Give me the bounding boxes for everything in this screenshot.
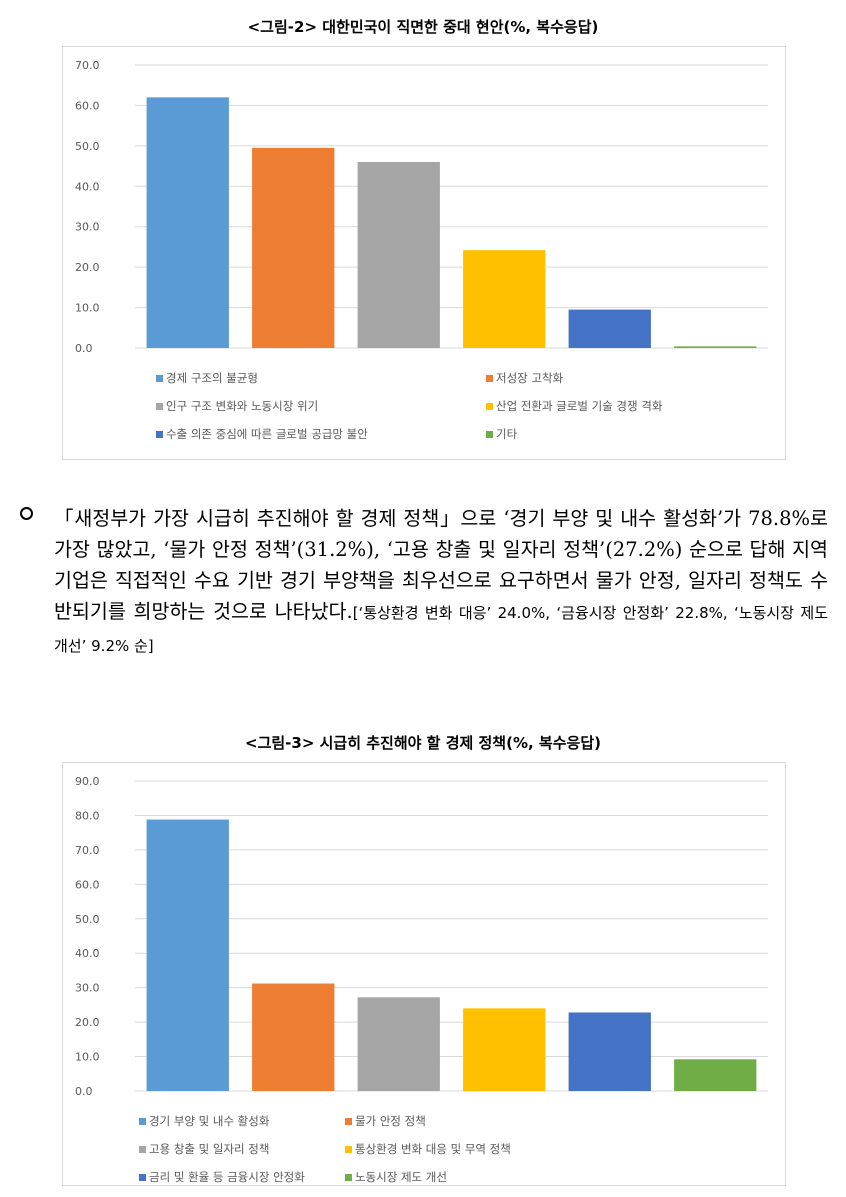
chart1-legend-swatch bbox=[486, 375, 493, 382]
chart1-ytick-label: 60.0 bbox=[75, 99, 100, 112]
chart2-ytick-label: 20.0 bbox=[75, 1016, 100, 1029]
figure3-title: <그림-3> 시급히 추진해야 할 경제 정책(%, 복수응답) bbox=[245, 734, 601, 752]
chart2-legend-swatch bbox=[139, 1118, 146, 1125]
figure3-chart-svg: 0.0 10.0 20.0 30.0 40.0 50.0 60.0 70.0 80.0 90.0 경… bbox=[75, 775, 768, 1184]
chart2-ytick-label: 30.0 bbox=[75, 982, 100, 995]
paragraph-text-block: 「새정부가 가장 시급히 추진해야 할 경제 정책」으로 ‘경기 부양 및 내수… bbox=[54, 503, 828, 662]
chart1-legend-label: 수출 의존 중심에 따른 글로벌 공급망 불안 bbox=[166, 427, 368, 441]
chart2-ytick-label: 40.0 bbox=[75, 947, 100, 960]
chart1-ytick-label: 10.0 bbox=[75, 302, 100, 315]
figure2-title: <그림-2> 대한민국이 직면한 중대 현안(%, 복수응답) bbox=[247, 18, 599, 36]
chart1-legend-swatch bbox=[156, 431, 163, 438]
chart2-ytick-label: 0.0 bbox=[75, 1085, 93, 1098]
chart2-ytick-label: 70.0 bbox=[75, 844, 100, 857]
chart1-legend-label: 기타 bbox=[496, 427, 518, 441]
chart1-bar bbox=[252, 147, 335, 348]
chart2-ytick-label: 90.0 bbox=[75, 775, 100, 788]
chart2-legend-label: 노동시장 제도 개선 bbox=[355, 1170, 447, 1184]
paragraph-note: [‘통상환경 변화 대응’ 24.0%, ‘금융시장 안정화’ 22.8%, ‘… bbox=[54, 604, 828, 655]
figure3-chart: 0.0 10.0 20.0 30.0 40.0 50.0 60.0 70.0 80.0 90.0 경… bbox=[62, 762, 786, 1186]
figure2-chart: 0.0 10.0 20.0 30.0 40.0 50.0 60.0 70.0 경제 구조의 불균… bbox=[62, 46, 786, 460]
paragraph-main-text: 「새정부가 가장 시급히 추진해야 할 경제 정책」으로 ‘경기 부양 및 내수… bbox=[54, 507, 828, 623]
chart1-bar bbox=[568, 309, 651, 348]
chart2-legend-label: 경기 부양 및 내수 활성화 bbox=[149, 1114, 270, 1128]
bullet-circle-icon bbox=[20, 507, 33, 520]
chart2-bar bbox=[463, 1008, 546, 1091]
chart2-legend-label: 물가 안정 정책 bbox=[355, 1114, 426, 1128]
chart1-ytick-label: 0.0 bbox=[75, 342, 93, 355]
chart2-legend-label: 통상환경 변화 대응 및 무역 정책 bbox=[355, 1142, 511, 1156]
chart2-legend-swatch bbox=[139, 1174, 146, 1181]
chart1-legend-swatch bbox=[156, 403, 163, 410]
chart2-bar bbox=[357, 997, 440, 1091]
chart1-ytick-label: 20.0 bbox=[75, 261, 100, 274]
chart1-legend-label: 경제 구조의 불균형 bbox=[166, 371, 258, 385]
body-paragraph: 「새정부가 가장 시급히 추진해야 할 경제 정책」으로 ‘경기 부양 및 내수… bbox=[20, 503, 828, 662]
chart1-bar bbox=[146, 97, 229, 348]
chart2-ytick-label: 60.0 bbox=[75, 878, 100, 891]
chart2-ytick-label: 80.0 bbox=[75, 809, 100, 822]
chart2-ytick-label: 50.0 bbox=[75, 913, 100, 926]
chart2-bar bbox=[568, 1012, 651, 1091]
chart2-legend-swatch bbox=[345, 1118, 352, 1125]
chart1-legend-label: 인구 구조 변화와 노동시장 위기 bbox=[166, 399, 318, 413]
chart1-bar bbox=[463, 250, 546, 348]
chart1-legend-swatch bbox=[156, 375, 163, 382]
chart1-bar bbox=[674, 346, 757, 348]
chart1-ytick-label: 70.0 bbox=[75, 59, 100, 72]
chart2-legend-swatch bbox=[345, 1174, 352, 1181]
chart1-ytick-label: 50.0 bbox=[75, 140, 100, 153]
chart2-legend-swatch bbox=[139, 1146, 146, 1153]
chart2-legend-label: 금리 및 환율 등 금융시장 안정화 bbox=[149, 1170, 305, 1184]
chart1-legend-swatch bbox=[486, 403, 493, 410]
chart1-ytick-label: 30.0 bbox=[75, 221, 100, 234]
chart2-bar bbox=[146, 819, 229, 1091]
chart1-legend-label: 저성장 고착화 bbox=[496, 371, 564, 385]
chart2-legend-label: 고용 창출 및 일자리 정책 bbox=[149, 1142, 269, 1156]
chart1-legend-swatch bbox=[486, 431, 493, 438]
chart1-legend-label: 산업 전환과 글로벌 기술 경쟁 격화 bbox=[496, 399, 663, 413]
chart2-bar bbox=[252, 983, 335, 1091]
figure2-chart-svg: 0.0 10.0 20.0 30.0 40.0 50.0 60.0 70.0 경제 구조의 불균… bbox=[75, 59, 768, 441]
chart2-bar bbox=[674, 1059, 757, 1091]
chart1-bar bbox=[357, 162, 440, 348]
chart1-ytick-label: 40.0 bbox=[75, 180, 100, 193]
chart2-legend-swatch bbox=[345, 1146, 352, 1153]
chart2-ytick-label: 10.0 bbox=[75, 1051, 100, 1064]
